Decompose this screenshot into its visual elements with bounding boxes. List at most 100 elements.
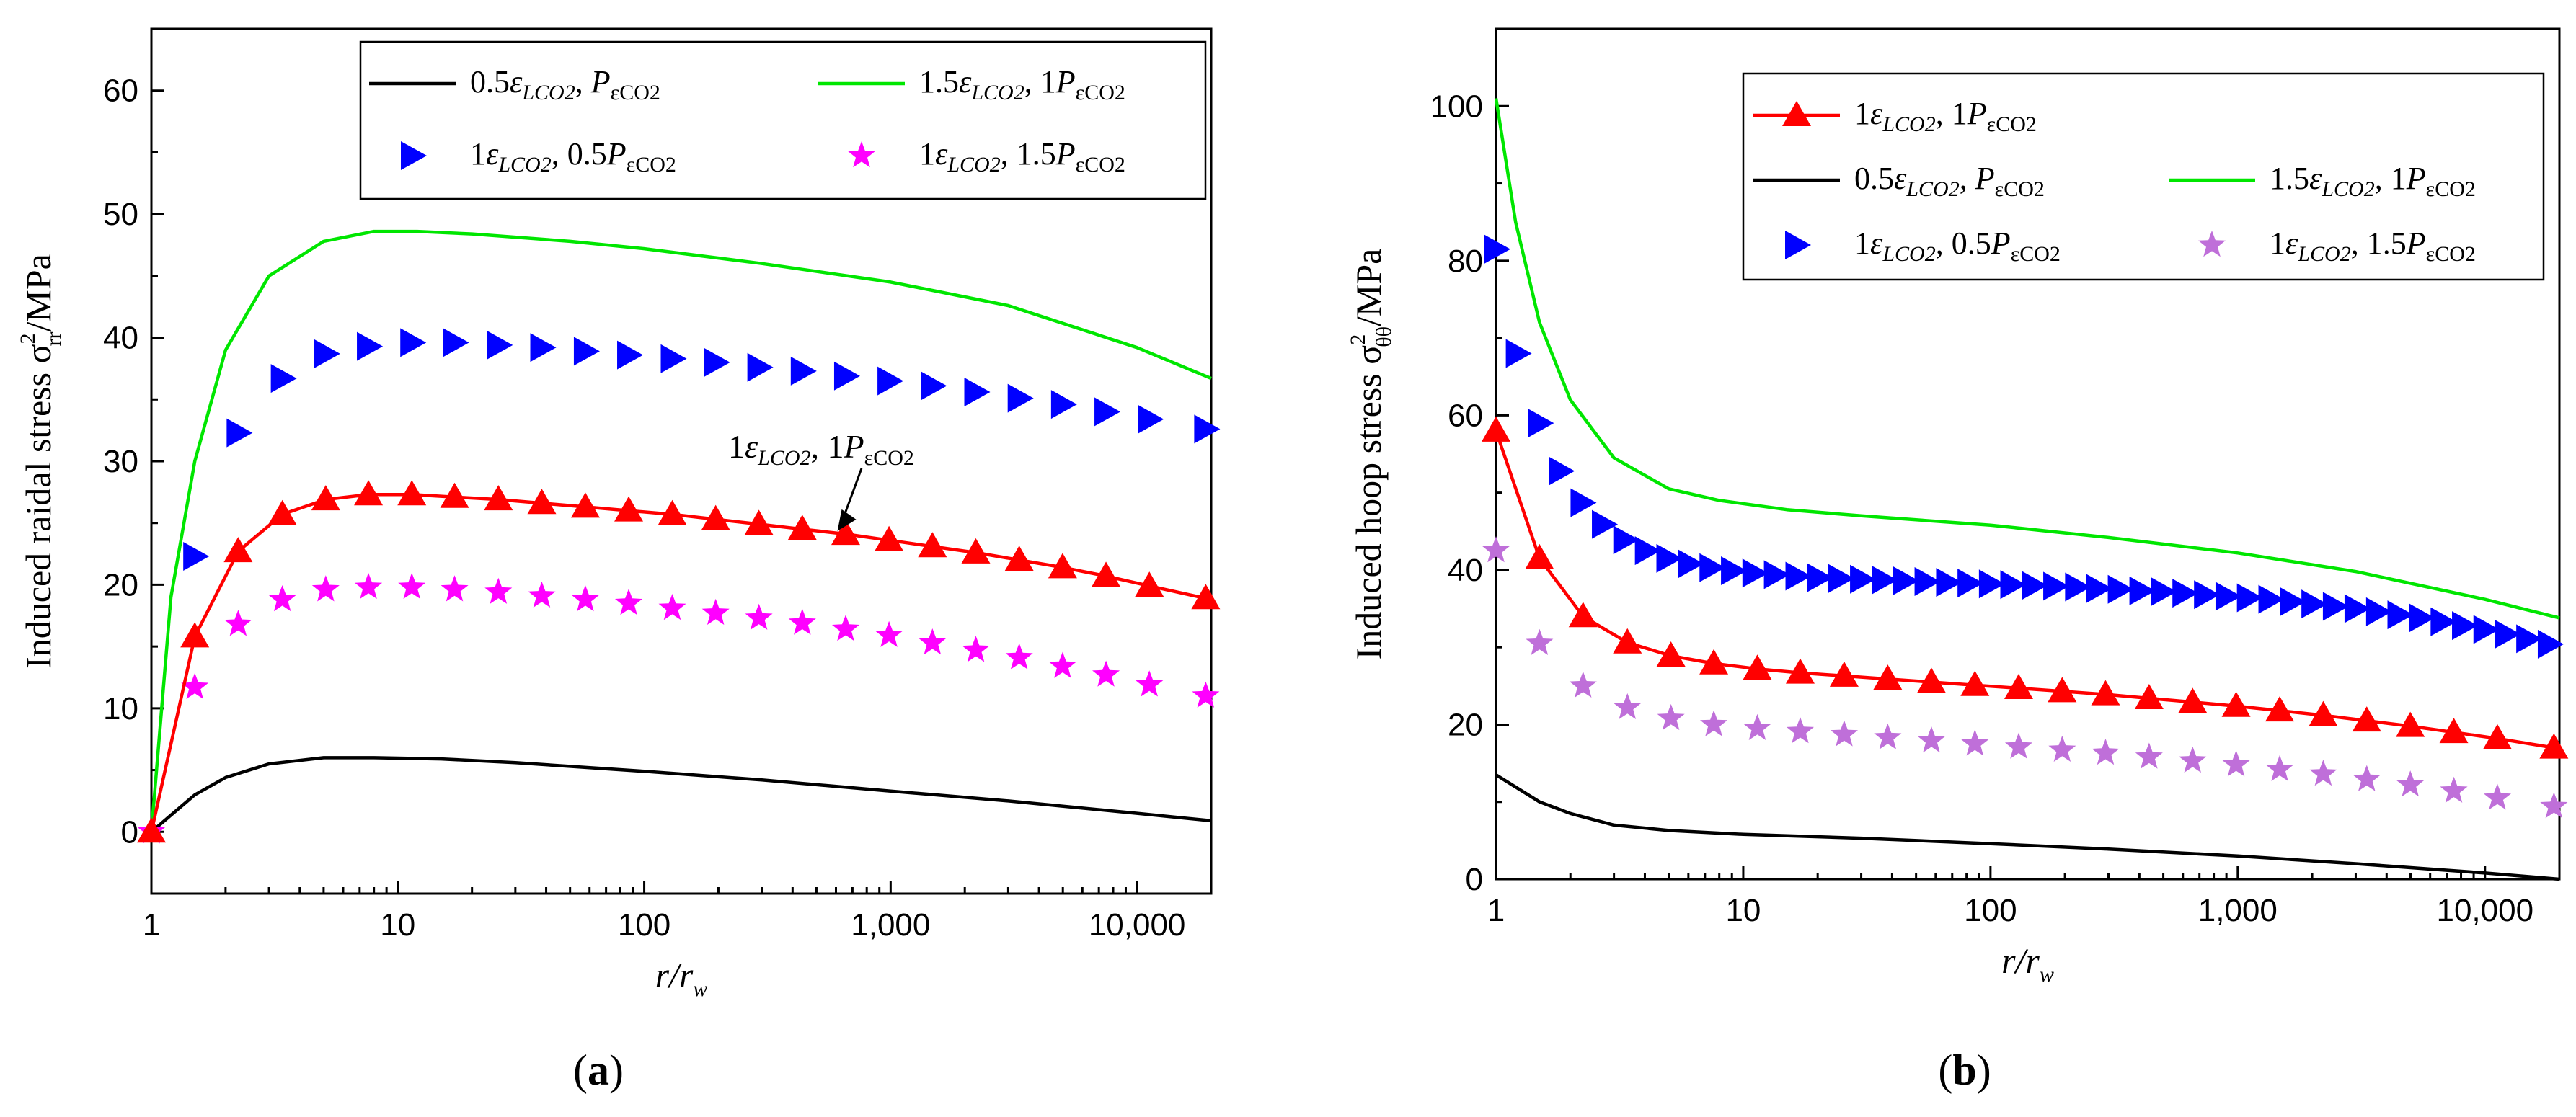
data-point bbox=[226, 418, 253, 448]
data-point bbox=[1528, 409, 1554, 438]
data-point bbox=[1960, 670, 1990, 696]
y-tick-label: 0 bbox=[121, 814, 138, 850]
y-tick-label: 60 bbox=[1448, 398, 1483, 433]
y-tick-label: 10 bbox=[103, 691, 138, 726]
data-point bbox=[1830, 720, 1858, 747]
data-point bbox=[2352, 706, 2381, 732]
legend-label: 0.5εLCO2, PεCO2 bbox=[470, 64, 660, 104]
data-point bbox=[1634, 536, 1661, 566]
data-point bbox=[1569, 671, 1597, 698]
data-point bbox=[2539, 733, 2569, 759]
data-point bbox=[660, 344, 687, 373]
data-point bbox=[704, 347, 730, 377]
data-point bbox=[268, 585, 296, 612]
data-point bbox=[658, 499, 687, 525]
series bbox=[1482, 536, 2568, 819]
data-point bbox=[2430, 607, 2457, 636]
data-point bbox=[1568, 602, 1598, 628]
data-point bbox=[1785, 561, 1812, 591]
data-point bbox=[1570, 488, 1597, 517]
data-point bbox=[1657, 703, 1685, 731]
data-point bbox=[919, 628, 947, 655]
data-point bbox=[1743, 713, 1771, 740]
data-point bbox=[443, 328, 469, 357]
data-point bbox=[1807, 563, 1833, 592]
series bbox=[183, 328, 1221, 571]
legend-label: 1.5εLCO2, 1PεCO2 bbox=[2270, 161, 2476, 201]
data-point bbox=[487, 330, 513, 360]
data-point bbox=[1656, 641, 1686, 667]
panel-label: (b) bbox=[1938, 1046, 1991, 1094]
data-point bbox=[745, 603, 773, 630]
data-point bbox=[2396, 770, 2425, 797]
x-axis-label: r/rw bbox=[655, 955, 708, 1001]
data-point bbox=[1829, 661, 1859, 687]
series-line bbox=[149, 229, 1212, 832]
data-point bbox=[1957, 569, 1984, 598]
data-point bbox=[1914, 567, 1941, 596]
data-point bbox=[573, 337, 600, 366]
y-tick-label: 0 bbox=[1466, 862, 1483, 897]
data-point bbox=[1787, 717, 1814, 744]
data-point bbox=[1699, 649, 1729, 675]
x-tick-label: 10 bbox=[380, 907, 415, 943]
y-tick-label: 20 bbox=[1448, 707, 1483, 742]
series bbox=[150, 756, 1212, 834]
data-point bbox=[400, 328, 427, 357]
legend-swatch bbox=[848, 141, 875, 168]
y-tick-label: 60 bbox=[103, 74, 138, 109]
series-line bbox=[150, 756, 1212, 834]
data-point bbox=[527, 489, 557, 515]
data-point bbox=[441, 575, 469, 602]
data-point bbox=[1678, 549, 1704, 579]
data-point bbox=[701, 504, 730, 530]
data-point bbox=[787, 515, 817, 540]
data-point bbox=[1592, 509, 1619, 539]
x-tick-label: 1,000 bbox=[851, 907, 930, 943]
x-tick-label: 1,000 bbox=[2198, 893, 2278, 928]
y-axis-label: Induced raidal stress σ2 rr/MPa bbox=[16, 254, 66, 669]
data-point bbox=[570, 492, 600, 518]
data-point bbox=[267, 499, 297, 525]
data-point bbox=[183, 542, 210, 571]
data-point bbox=[1048, 553, 1077, 579]
data-point bbox=[1614, 693, 1642, 719]
legend-label: 1εLCO2, 0.5PεCO2 bbox=[1854, 226, 2061, 266]
data-point bbox=[1699, 553, 1726, 582]
data-point bbox=[1505, 339, 1532, 368]
y-axis-label: Induced hoop stress σ2 θθ/MPa bbox=[1346, 249, 1396, 660]
data-point bbox=[2387, 600, 2414, 630]
data-point bbox=[530, 333, 557, 362]
series bbox=[138, 572, 1220, 844]
data-point bbox=[2309, 700, 2338, 726]
data-point bbox=[1482, 416, 1510, 442]
series bbox=[137, 480, 1221, 843]
y-tick-label: 100 bbox=[1430, 89, 1483, 124]
data-point bbox=[1135, 571, 1164, 597]
x-axis-label: r/rw bbox=[2001, 940, 2054, 987]
y-tick-label: 30 bbox=[103, 444, 138, 479]
data-point bbox=[2440, 776, 2468, 803]
data-point bbox=[2265, 696, 2295, 722]
series bbox=[1495, 773, 2560, 881]
data-point bbox=[2022, 571, 2048, 600]
data-point bbox=[2452, 611, 2479, 641]
data-point bbox=[354, 480, 384, 506]
data-point bbox=[1004, 546, 1034, 571]
y-tick-label: 80 bbox=[1448, 244, 1483, 279]
data-point bbox=[2107, 574, 2134, 604]
data-point bbox=[832, 615, 859, 641]
data-point bbox=[1893, 566, 1919, 595]
data-point bbox=[2280, 587, 2306, 616]
chart-panel-b: 1 10 100 1,000 10,000 0 20 40 60 80 100 r/rw Induced… bbox=[1346, 27, 2569, 1094]
data-point bbox=[2322, 592, 2349, 621]
data-point bbox=[831, 520, 860, 546]
data-point bbox=[1613, 525, 1639, 555]
data-point bbox=[2258, 584, 2285, 614]
x-tick-label: 10 bbox=[1725, 893, 1761, 928]
legend-box bbox=[1742, 72, 2545, 281]
data-point bbox=[2309, 760, 2337, 786]
chart-panel-a: 1 10 100 1,000 10,000 0 10 20 30 40 50 60 r/rw Induce… bbox=[16, 27, 1221, 1094]
data-point bbox=[790, 356, 817, 386]
data-point bbox=[2221, 691, 2251, 717]
